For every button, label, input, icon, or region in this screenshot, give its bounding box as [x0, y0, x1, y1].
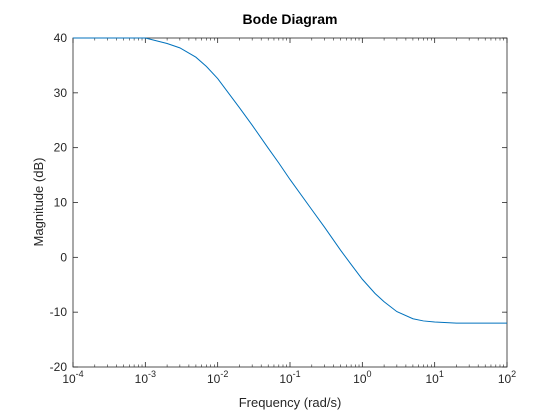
x-tick-label-base: 10 — [498, 372, 512, 386]
x-tick-label-base: 10 — [425, 372, 439, 386]
y-tick-labels: -20 -10 0 10 20 30 40 — [50, 31, 68, 374]
x-tick-label-base: 10 — [279, 372, 293, 386]
x-tick-label: 10-1 — [279, 369, 300, 386]
y-tick-label: -20 — [50, 360, 68, 374]
x-tick-label-exponent: 1 — [439, 369, 444, 379]
x-axis-label: Frequency (rad/s) — [239, 395, 342, 410]
x-tick-label-base: 10 — [353, 372, 367, 386]
y-tick-label: 10 — [54, 196, 68, 210]
x-tick-label-exponent: -1 — [293, 369, 301, 379]
x-tick-label-exponent: -3 — [148, 369, 156, 379]
x-tick-label: 10-4 — [62, 369, 83, 386]
y-axis-label: Magnitude (dB) — [31, 158, 46, 247]
x-tick-label-exponent: 2 — [511, 369, 516, 379]
x-tick-labels: 10-4 10-3 10-2 10-1 100 101 102 — [62, 369, 516, 386]
magnitude-curve — [73, 37, 507, 324]
x-tick-label: 10-2 — [207, 369, 228, 386]
x-tick-label: 102 — [498, 369, 516, 386]
y-tick-label: -10 — [50, 305, 68, 319]
x-tick-label-exponent: 0 — [367, 369, 372, 379]
axis-ticks — [72, 37, 508, 368]
x-tick-label-base: 10 — [135, 372, 149, 386]
chart-title: Bode Diagram — [243, 11, 338, 27]
x-tick-label-base: 10 — [62, 372, 76, 386]
y-tick-label: 40 — [54, 31, 68, 45]
plot-area — [72, 37, 508, 368]
x-tick-label: 101 — [425, 369, 443, 386]
x-tick-label-exponent: -2 — [220, 369, 228, 379]
x-tick-label: 100 — [353, 369, 371, 386]
x-tick-label-exponent: -4 — [76, 369, 84, 379]
x-tick-label-base: 10 — [207, 372, 221, 386]
y-tick-label: 30 — [54, 86, 68, 100]
y-tick-label: 0 — [60, 250, 67, 264]
y-tick-label: 20 — [54, 141, 68, 155]
x-tick-label: 10-3 — [135, 369, 156, 386]
